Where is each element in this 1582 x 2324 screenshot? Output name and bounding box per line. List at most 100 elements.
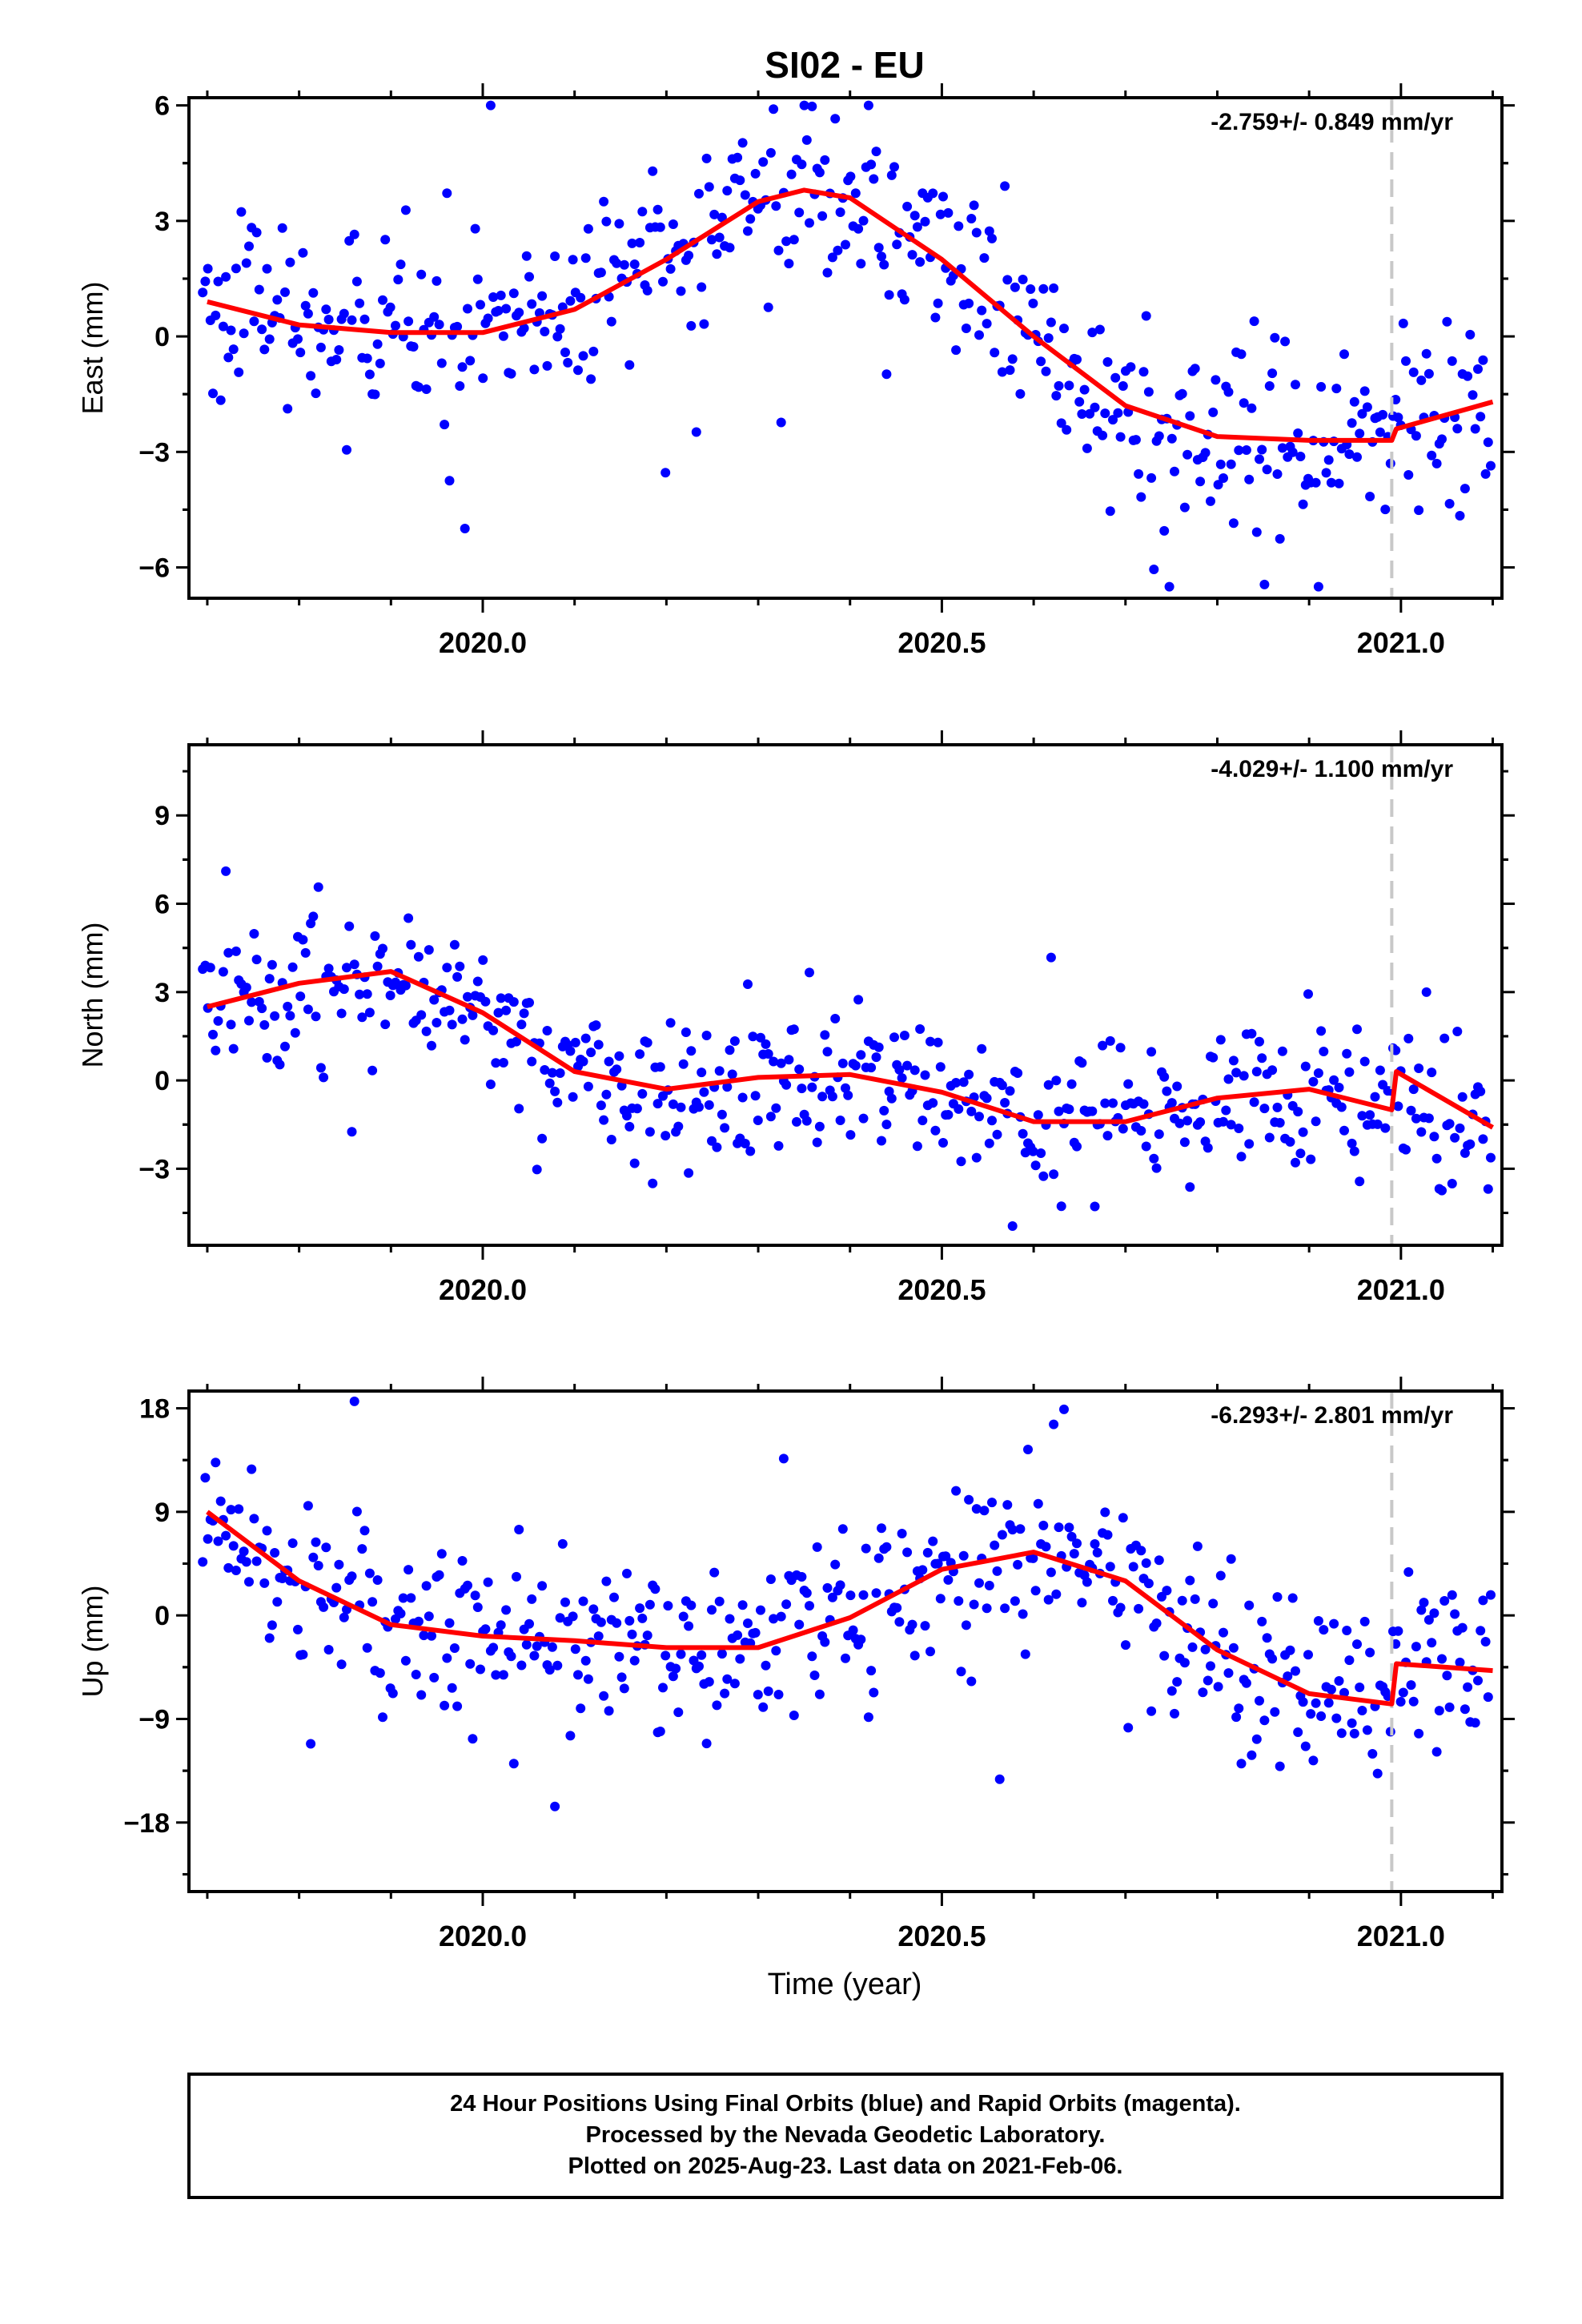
data-point: [300, 300, 311, 311]
data-point: [221, 271, 231, 282]
data-point: [776, 417, 786, 428]
data-point: [765, 1112, 776, 1122]
data-point: [781, 1080, 792, 1090]
data-point: [1311, 1116, 1321, 1127]
data-point: [416, 1010, 427, 1020]
data-point: [863, 100, 873, 111]
data-point: [769, 1056, 779, 1067]
data-point: [805, 967, 814, 978]
data-point: [311, 1011, 321, 1022]
data-point: [285, 1011, 295, 1021]
data-point: [977, 1043, 987, 1054]
data-point: [1421, 987, 1431, 997]
data-point: [1036, 356, 1046, 367]
data-point: [1357, 1706, 1367, 1715]
data-point: [745, 1146, 756, 1156]
data-point: [298, 1650, 308, 1660]
y-tick-label: 9: [155, 801, 170, 831]
data-point: [1416, 1605, 1427, 1615]
data-point: [1259, 579, 1270, 589]
data-point: [1339, 1687, 1349, 1698]
y-tick-label: −3: [139, 1154, 170, 1184]
data-point: [714, 1596, 725, 1606]
y-tick-label: 0: [155, 322, 170, 352]
data-point: [485, 100, 496, 111]
data-point: [756, 1605, 765, 1615]
data-point: [1439, 1596, 1450, 1606]
data-point: [1334, 1676, 1344, 1686]
data-point: [367, 1065, 378, 1076]
data-point: [781, 236, 792, 247]
data-point: [1064, 380, 1074, 391]
data-point: [1270, 332, 1280, 343]
data-point: [472, 976, 483, 987]
data-point: [583, 1674, 593, 1684]
data-point: [1054, 1522, 1064, 1533]
data-point: [1005, 365, 1015, 376]
data-point: [1074, 396, 1085, 407]
data-point: [398, 1593, 408, 1603]
data-point: [652, 204, 663, 215]
data-point: [1187, 1642, 1198, 1652]
data-point: [362, 353, 372, 364]
data-point: [1408, 1084, 1419, 1095]
data-point: [1066, 1531, 1077, 1542]
data-point: [249, 929, 259, 939]
data-point: [951, 345, 962, 356]
data-point: [1241, 445, 1251, 455]
data-point: [691, 427, 701, 437]
data-point: [1267, 1065, 1278, 1076]
data-point: [349, 959, 359, 970]
data-point: [979, 253, 990, 263]
data-point: [729, 1036, 740, 1046]
data-point: [1239, 1071, 1249, 1081]
data-point: [1141, 311, 1151, 321]
data-point: [786, 169, 797, 179]
data-point: [750, 1091, 761, 1101]
data-point: [1476, 1086, 1486, 1096]
data-point: [982, 1093, 992, 1104]
data-point: [1051, 391, 1062, 401]
data-point: [344, 921, 355, 931]
data-point: [619, 259, 629, 270]
data-point: [897, 1529, 907, 1538]
data-point: [1342, 1048, 1352, 1059]
data-point: [799, 100, 809, 111]
data-point: [694, 1102, 704, 1112]
data-point: [1470, 1718, 1480, 1728]
data-point: [1146, 472, 1157, 483]
data-point: [753, 1690, 763, 1700]
data-point: [1437, 1654, 1447, 1664]
data-point: [514, 1525, 524, 1534]
data-point: [720, 1688, 730, 1699]
data-point: [935, 1062, 946, 1072]
data-point: [1056, 418, 1066, 428]
data-point: [391, 977, 400, 987]
data-point: [406, 1593, 416, 1603]
data-point: [275, 1059, 285, 1070]
data-point: [1064, 1104, 1074, 1115]
data-point: [769, 104, 779, 115]
data-point: [773, 1690, 784, 1699]
north-frame: [187, 743, 1504, 1247]
data-point: [737, 1600, 748, 1610]
data-point: [807, 1082, 817, 1092]
data-point: [565, 1046, 576, 1056]
data-point: [892, 1602, 902, 1613]
data-point: [1215, 459, 1226, 469]
y-tick-label: 0: [155, 1066, 170, 1096]
data-point: [436, 358, 447, 368]
data-point: [856, 1634, 866, 1645]
data-point: [1118, 1124, 1128, 1134]
data-point: [877, 1523, 886, 1534]
data-point: [1244, 1139, 1255, 1149]
data-point: [419, 1630, 429, 1641]
data-point: [259, 344, 270, 355]
data-point: [1159, 1651, 1170, 1661]
data-point: [1100, 1098, 1110, 1108]
data-point: [249, 316, 259, 327]
data-point: [544, 1665, 555, 1675]
data-point: [1355, 1176, 1365, 1187]
data-point: [1300, 1741, 1311, 1751]
data-point: [845, 1590, 856, 1601]
